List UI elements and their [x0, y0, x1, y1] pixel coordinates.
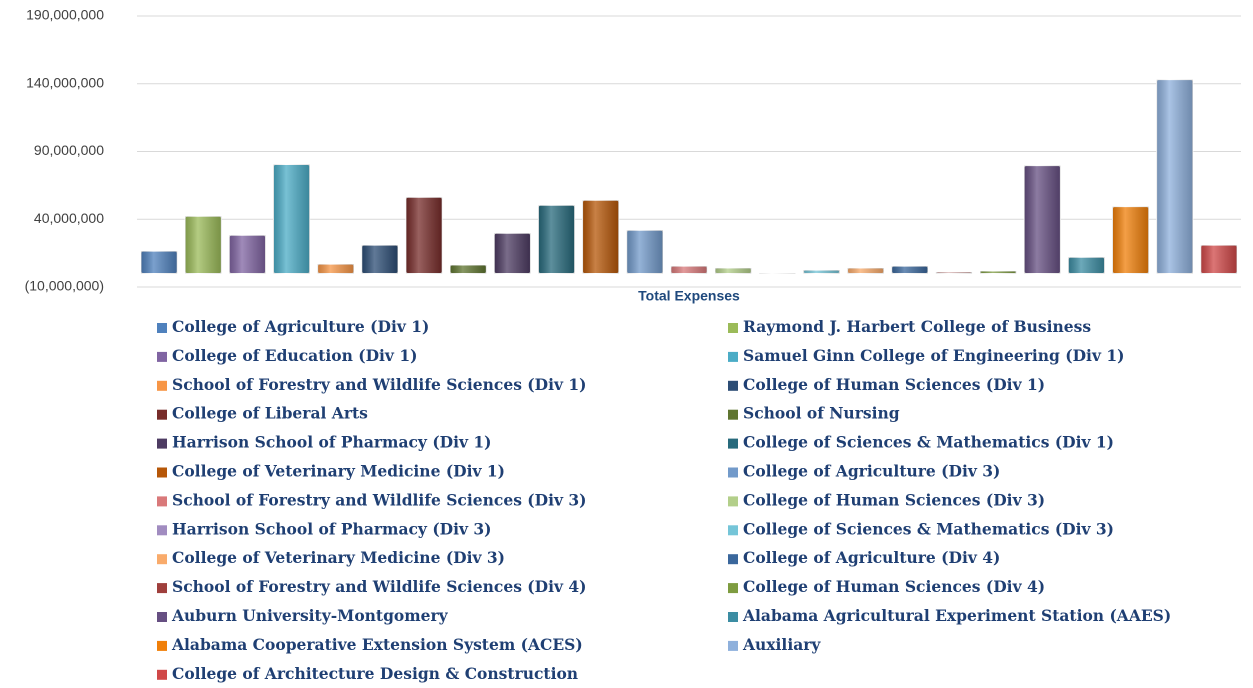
x-tick-label: Total Expenses: [638, 288, 740, 304]
legend-swatch: [728, 380, 738, 391]
bar: [847, 267, 885, 274]
bar: [714, 267, 752, 274]
legend-label: Auxiliary: [742, 635, 821, 654]
bar: [1023, 165, 1061, 274]
bar: [449, 264, 487, 274]
bar: [1156, 79, 1194, 274]
bar: [361, 244, 399, 274]
y-tick-label: 140,000,000: [26, 74, 104, 90]
legend-swatch: [728, 438, 738, 449]
legend-swatch: [157, 583, 167, 594]
bar: [537, 204, 576, 274]
legend-label: College of Veterinary Medicine (Div 1): [172, 462, 505, 481]
legend-swatch: [728, 554, 738, 565]
legend-label: Auburn University-Montgomery: [171, 606, 449, 625]
legend-swatch: [157, 438, 167, 449]
y-tick-label: 90,000,000: [34, 142, 104, 158]
legend-swatch: [157, 380, 167, 391]
bar: [670, 265, 708, 274]
legend-swatch: [157, 351, 167, 362]
y-tick-label: 190,000,000: [26, 7, 104, 23]
legend-swatch: [157, 640, 167, 651]
legend-label: College of Agriculture (Div 3): [743, 462, 1000, 481]
legend-swatch: [157, 669, 167, 680]
bar: [582, 199, 620, 274]
legend-label: College of Education (Div 1): [172, 346, 417, 365]
legend-label: Samuel Ginn College of Engineering (Div …: [743, 346, 1124, 365]
legend-label: College of Human Sciences (Div 3): [743, 490, 1045, 509]
legend-label: College of Agriculture (Div 4): [743, 548, 1000, 567]
bar: [493, 232, 531, 274]
legend-swatch: [157, 467, 167, 478]
bar: [228, 234, 267, 274]
bar: [184, 215, 222, 274]
legend-swatch: [728, 323, 738, 333]
legend-label: College of Sciences & Mathematics (Div 1…: [743, 433, 1114, 452]
legend-swatch: [157, 323, 167, 333]
bar: [891, 265, 929, 274]
y-tick-label: 40,000,000: [34, 210, 104, 226]
legend-swatch: [728, 525, 738, 536]
legend-label: College of Veterinary Medicine (Div 3): [172, 548, 505, 567]
bar: [802, 269, 841, 274]
legend-label: Raymond J. Harbert College of Business: [743, 317, 1091, 336]
legend-swatch: [728, 467, 738, 478]
legend-swatch: [157, 409, 167, 420]
legend-swatch: [157, 612, 167, 622]
bar: [317, 263, 355, 274]
bar: [979, 270, 1017, 274]
bar: [1111, 206, 1150, 274]
legend-swatch: [728, 409, 738, 420]
legend-swatch: [157, 554, 167, 565]
bar: [405, 196, 443, 274]
bar: [1200, 244, 1238, 274]
legend-label: College of Human Sciences (Div 1): [743, 375, 1045, 394]
legend-label: School of Forestry and Wildlife Sciences…: [172, 375, 587, 394]
legend-label: School of Forestry and Wildlife Sciences…: [172, 577, 587, 596]
bar: [1067, 256, 1106, 274]
legend-label: School of Nursing: [743, 404, 900, 423]
legend-label: College of Architecture Design & Constru…: [172, 664, 578, 683]
legend-label: School of Forestry and Wildlife Sciences…: [172, 490, 587, 509]
legend-swatch: [728, 351, 738, 362]
legend-label: College of Human Sciences (Div 4): [743, 577, 1045, 596]
legend-label: Alabama Agricultural Experiment Station …: [742, 606, 1171, 625]
bar: [272, 164, 311, 274]
legend-swatch: [728, 612, 738, 622]
legend-label: Harrison School of Pharmacy (Div 3): [172, 519, 492, 538]
legend-label: College of Liberal Arts: [172, 404, 368, 423]
legend-swatch: [728, 640, 738, 651]
legend-label: College of Agriculture (Div 1): [172, 317, 429, 336]
legend-label: College of Sciences & Mathematics (Div 3…: [743, 519, 1114, 538]
legend-swatch: [157, 496, 167, 507]
bar: [140, 250, 178, 274]
y-tick-label: (10,000,000): [25, 278, 104, 294]
legend-swatch: [157, 525, 167, 536]
bar: [758, 272, 796, 275]
legend-swatch: [728, 583, 738, 594]
bar: [935, 271, 973, 274]
legend-label: Harrison School of Pharmacy (Div 1): [172, 433, 492, 452]
legend-swatch: [728, 496, 738, 507]
legend-label: Alabama Cooperative Extension System (AC…: [171, 635, 583, 654]
bar: [626, 229, 664, 274]
